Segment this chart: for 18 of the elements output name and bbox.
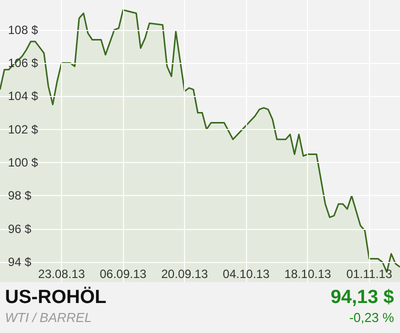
text: -0,23 % [349, 310, 394, 325]
y-tick-label: 94 $ [8, 255, 32, 270]
x-tick-label: 18.10.13 [284, 267, 332, 281]
y-tick-label: 98 $ [8, 188, 32, 203]
text: 94,13 $ [330, 287, 394, 308]
x-tick-label: 20.09.13 [161, 267, 208, 281]
y-tick-label: 102 $ [8, 122, 38, 136]
x-tick-label: 23.08.13 [38, 267, 86, 281]
x-tick-label: 06.09.13 [100, 267, 147, 281]
y-tick-label: 96 $ [8, 222, 32, 236]
text: WTI / BARREL [5, 310, 92, 325]
y-tick-label: 100 $ [8, 156, 38, 170]
y-tick-label: 108 $ [8, 22, 38, 37]
y-tick-label: 106 $ [8, 56, 38, 70]
text: US-ROHÖL [5, 286, 107, 308]
x-tick-label: 04.10.13 [222, 267, 270, 281]
x-tick-label: 01.11.13 [346, 267, 392, 281]
y-tick-label: 104 $ [8, 89, 38, 104]
